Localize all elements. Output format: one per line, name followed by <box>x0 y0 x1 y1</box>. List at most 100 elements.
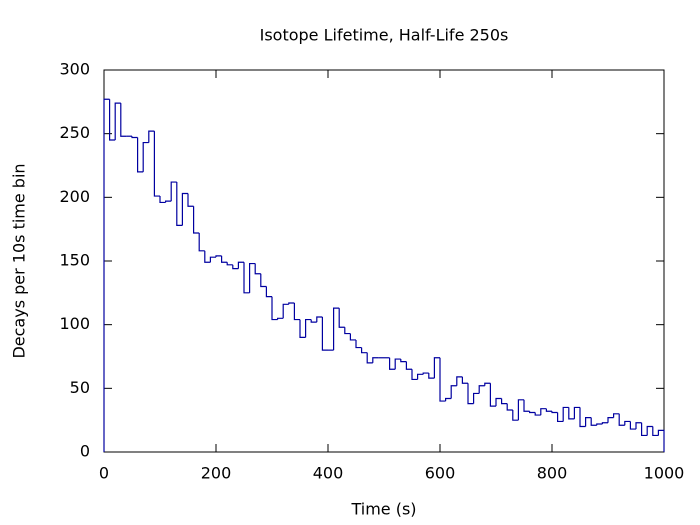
histogram-step <box>226 262 233 266</box>
histogram-step <box>641 422 648 437</box>
histogram-step <box>601 422 608 424</box>
histogram-step <box>148 130 155 143</box>
histogram-step <box>540 408 547 416</box>
histogram-step <box>249 262 256 293</box>
x-axis-label: Time (s) <box>350 500 416 519</box>
histogram-step <box>585 417 592 427</box>
histogram-step <box>389 357 396 370</box>
histogram-step <box>288 302 295 305</box>
histogram-step <box>305 318 312 338</box>
histogram-step <box>187 193 194 207</box>
histogram-step <box>506 403 513 411</box>
histogram-step <box>131 136 138 139</box>
histogram-step <box>551 411 558 414</box>
histogram-step <box>277 317 284 320</box>
histogram-step <box>271 296 278 321</box>
x-tick-label: 600 <box>425 464 456 483</box>
histogram-step <box>120 103 127 137</box>
histogram-step <box>512 409 519 421</box>
histogram-step <box>523 399 530 412</box>
y-tick-label: 50 <box>70 378 90 397</box>
histogram-step <box>198 232 205 252</box>
histogram-step <box>478 385 485 394</box>
y-tick-label: 250 <box>59 123 90 142</box>
y-tick-label: 300 <box>59 60 90 79</box>
histogram-step <box>579 407 586 428</box>
histogram-step <box>103 98 110 452</box>
histogram-step <box>618 413 625 426</box>
x-tick-label: 200 <box>201 464 232 483</box>
histogram-step <box>114 102 121 141</box>
histogram-step <box>489 383 496 407</box>
histogram-step <box>193 206 200 234</box>
histogram-step <box>109 99 116 141</box>
histogram-step <box>221 255 228 263</box>
histogram-step <box>215 255 222 258</box>
histogram-step <box>613 413 620 418</box>
histogram-step <box>624 420 631 426</box>
histogram-step <box>534 412 541 416</box>
y-tick-label: 200 <box>59 187 90 206</box>
histogram-step <box>629 421 636 430</box>
histogram-step <box>495 397 502 407</box>
histogram-step <box>181 192 188 226</box>
histogram-step <box>137 137 144 173</box>
histogram-step <box>568 407 575 420</box>
histogram-step <box>366 352 373 364</box>
histogram-step <box>428 373 435 379</box>
histogram-step <box>596 423 603 426</box>
x-tick-label: 400 <box>313 464 344 483</box>
histogram-step <box>646 425 653 436</box>
chart-title: Isotope Lifetime, Half-Life 250s <box>260 26 509 45</box>
histogram-step <box>372 357 379 363</box>
histogram-step <box>293 303 300 321</box>
histogram-step <box>355 339 362 349</box>
histogram-step <box>417 373 424 380</box>
histogram-step <box>467 383 474 405</box>
histogram-step <box>237 261 244 269</box>
histogram-step <box>170 181 177 202</box>
histogram-step <box>176 182 183 226</box>
histogram-step <box>338 308 345 328</box>
histogram-step <box>333 307 340 351</box>
histogram-step <box>439 357 446 402</box>
histogram-step <box>209 256 216 263</box>
histogram-step <box>635 422 642 430</box>
histogram-step <box>344 327 351 335</box>
histogram-step <box>517 399 524 421</box>
y-tick-label: 0 <box>80 442 90 461</box>
x-tick-label: 0 <box>99 464 109 483</box>
histogram-step <box>159 196 166 204</box>
y-axis-label: Decays per 10s time bin <box>10 163 29 358</box>
x-tick-label: 1000 <box>644 464 685 483</box>
histogram-step <box>400 359 407 363</box>
histogram-step <box>484 382 491 386</box>
histogram-step <box>461 376 468 384</box>
histogram-step <box>562 406 569 422</box>
histogram-step <box>652 426 659 437</box>
histogram-step <box>607 417 614 423</box>
histogram-step <box>411 369 418 381</box>
histogram-step <box>310 319 317 323</box>
histogram-step <box>445 397 452 402</box>
histogram-step <box>349 333 356 341</box>
histogram-step <box>473 392 480 404</box>
histogram-step <box>590 417 597 426</box>
histogram-step <box>422 372 429 375</box>
histogram-step <box>557 412 564 423</box>
histogram-step <box>321 317 328 351</box>
histogram-step <box>316 316 323 323</box>
histogram-step <box>165 200 172 203</box>
y-tick-label: 150 <box>59 251 90 270</box>
histogram-step <box>450 385 457 399</box>
histogram-step <box>657 429 665 452</box>
histogram-step <box>573 406 580 419</box>
histogram-step <box>265 286 272 298</box>
histogram-step <box>433 357 440 379</box>
plot-frame <box>103 69 665 453</box>
histogram-step <box>232 264 239 270</box>
histogram-step <box>204 250 211 263</box>
histogram-step <box>545 408 552 412</box>
histogram-step <box>282 303 289 319</box>
